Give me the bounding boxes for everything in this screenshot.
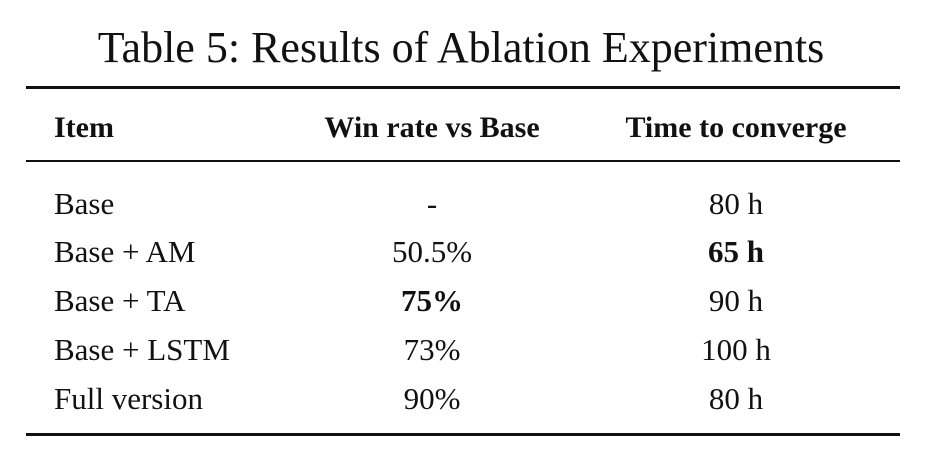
row-win-rate: 90% (403, 381, 461, 416)
top-rule (26, 86, 900, 89)
row-item: Base + AM (54, 234, 196, 269)
row-time: 100 h (701, 332, 771, 367)
table-caption: Table 5: Results of Ablation Experiments (97, 23, 825, 72)
table-row: Base + AM 50.5% 65 h (0, 228, 930, 276)
header-item: Item (54, 111, 114, 144)
row-win-rate: - (426, 186, 438, 221)
bottom-rule (26, 433, 900, 436)
table-row: Base + TA 75% 90 h (0, 277, 930, 325)
row-item: Base + TA (54, 283, 186, 318)
row-time: 90 h (708, 283, 764, 318)
row-time: 65 h (708, 234, 764, 269)
row-item: Base + LSTM (54, 332, 230, 367)
header-time-to-converge: Time to converge (625, 111, 847, 144)
table-row: Full version 90% 80 h (0, 375, 930, 423)
table-row: Base + LSTM 73% 100 h (0, 326, 930, 374)
header-row: Item Win rate vs Base Time to converge (0, 104, 930, 152)
row-item: Base (54, 186, 115, 221)
table-row: Base - 80 h (0, 180, 930, 228)
row-item: Full version (54, 381, 203, 416)
row-win-rate: 50.5% (391, 234, 473, 269)
row-win-rate: 73% (403, 332, 461, 367)
header-win-rate: Win rate vs Base (324, 111, 540, 144)
row-time: 80 h (708, 186, 764, 221)
row-win-rate: 75% (401, 283, 463, 318)
row-time: 80 h (708, 381, 764, 416)
mid-rule (26, 160, 900, 162)
